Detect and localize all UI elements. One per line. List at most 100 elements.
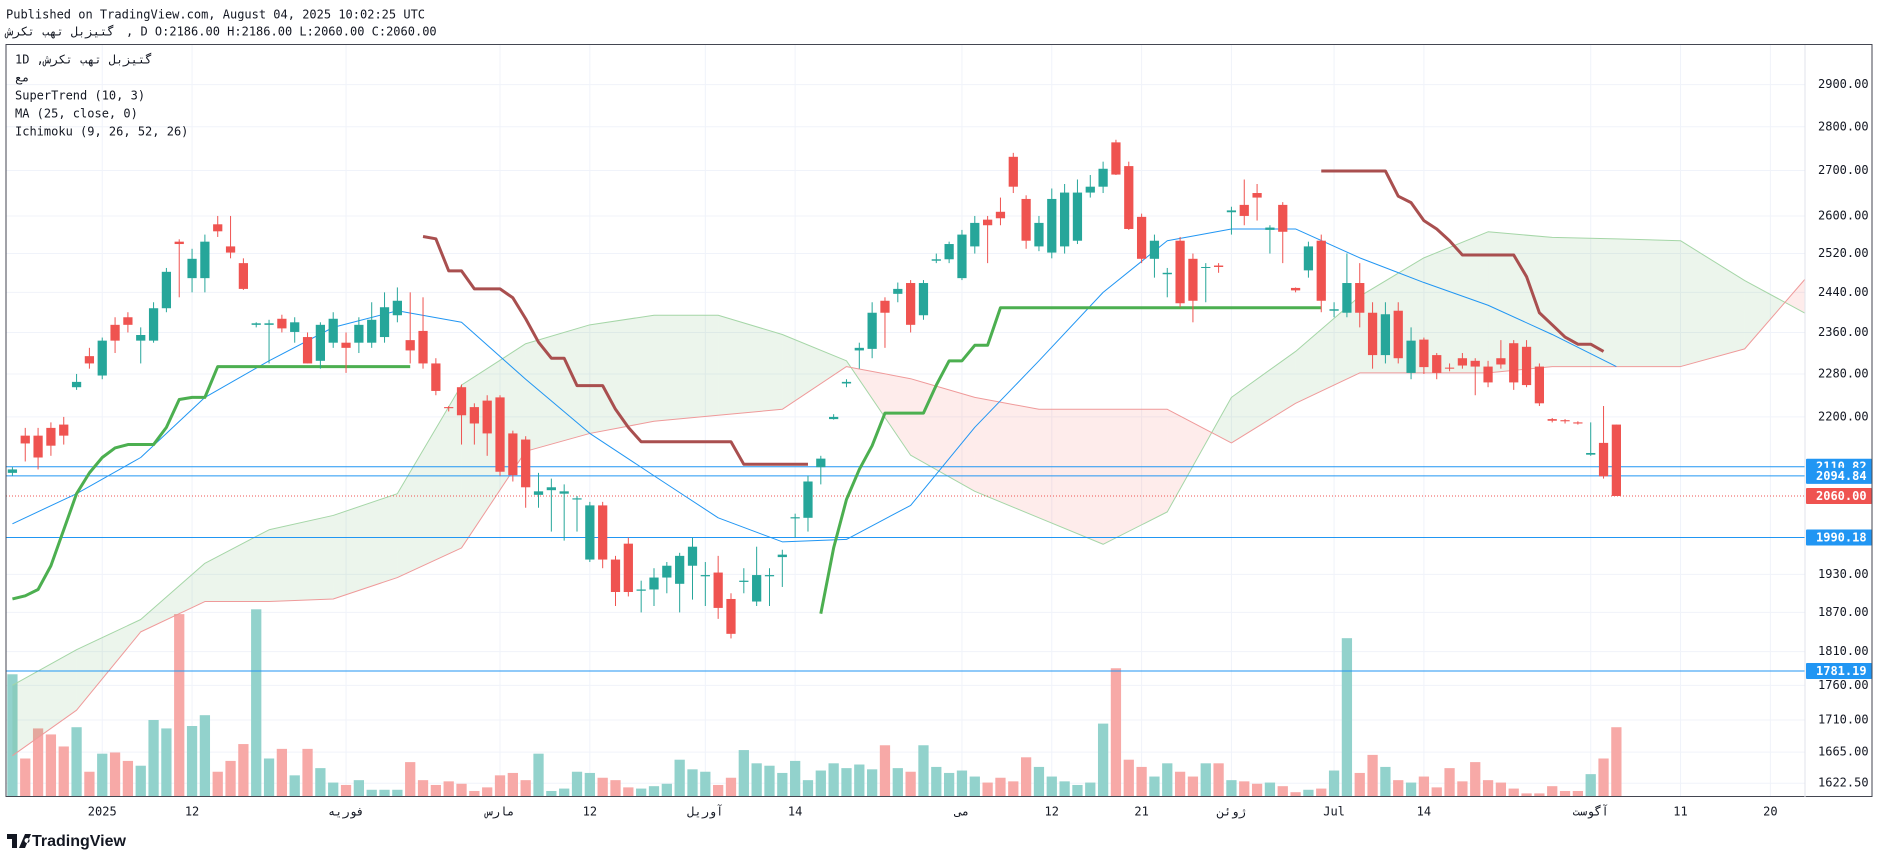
y-tick-label: 1760.00 (1818, 678, 1869, 692)
ma-line (12, 228, 1617, 543)
candle-body (1047, 198, 1057, 253)
candle-body (829, 416, 839, 420)
candle-body (918, 283, 929, 316)
volume-bar (392, 789, 403, 797)
volume-bar (597, 777, 608, 797)
volume-bar (1187, 776, 1199, 797)
x-tick-label: مارس (484, 805, 515, 820)
volume-bar (84, 771, 95, 797)
x-tick-label: 2025 (88, 805, 117, 819)
volume-bar (828, 763, 839, 797)
candle-body (1072, 192, 1083, 241)
candle-body (161, 271, 172, 309)
candle-body (7, 469, 18, 473)
volume-bar (1393, 780, 1404, 797)
y-tick-label: 1870.00 (1818, 605, 1869, 619)
frame (5, 44, 1873, 797)
volume-bar (315, 768, 326, 797)
cloud (1295, 296, 1360, 404)
y-tick-label: 2280.00 (1818, 366, 1869, 380)
cloud (1616, 238, 1681, 367)
footer-logo: TradingView (7, 833, 127, 850)
candle-body (995, 211, 1006, 219)
candle-body (687, 546, 698, 566)
candle-body (1226, 210, 1237, 213)
candle-body (1085, 186, 1095, 193)
candle-body (1239, 204, 1249, 216)
price-label: 2060.00 (1816, 489, 1867, 503)
x-tick-label: 21 (1134, 805, 1148, 819)
volume-bar (1020, 757, 1032, 797)
candle-body (174, 241, 184, 245)
x-tick-label: 20 (1763, 805, 1777, 819)
candle-body (726, 598, 736, 634)
candle-body (880, 300, 890, 313)
volume-bar (1508, 788, 1519, 797)
legend-sub: مع (15, 71, 29, 85)
candle-body (816, 458, 826, 468)
y-tick-label: 2900.00 (1818, 77, 1869, 91)
volume-bar (571, 771, 583, 797)
volume-bar (802, 780, 814, 797)
cloud (525, 324, 590, 452)
candle-body (405, 340, 415, 351)
candle-body (854, 347, 864, 351)
volume-bar (1085, 782, 1096, 797)
y-tick-label: 1622.50 (1818, 776, 1869, 790)
candle-body (867, 312, 877, 349)
volume-bar (1482, 780, 1494, 797)
candle-body (906, 283, 916, 325)
cloud (333, 493, 398, 599)
x-tick-label: آوریل (687, 804, 723, 820)
volume-bar (931, 766, 942, 797)
volume-bar (790, 760, 801, 797)
candle-body (1432, 355, 1442, 373)
candle-body (957, 234, 967, 279)
price-label: 1990.18 (1816, 530, 1867, 544)
candle-body (1521, 346, 1532, 386)
volume-bar (867, 769, 878, 797)
volume-bar (1559, 790, 1571, 797)
cloud (1488, 231, 1553, 373)
candle-body (983, 219, 993, 226)
cloud (718, 315, 783, 416)
candle-body (213, 224, 223, 232)
volume-bar (1547, 786, 1558, 797)
volume-bar (263, 758, 275, 797)
volume-bar (1097, 723, 1109, 797)
supertrend-down (422, 169, 1605, 466)
x-tick-label: 11 (1673, 805, 1687, 819)
candle-body (1509, 343, 1519, 383)
candle-body (508, 433, 518, 476)
candle-body (1265, 227, 1275, 230)
volume-bar (1341, 638, 1353, 797)
x-tick-label: ژوئن (1216, 805, 1246, 820)
volume-bar (71, 727, 82, 797)
candle-body (521, 439, 531, 488)
candle-body (110, 324, 120, 341)
candle-body (290, 322, 300, 332)
volume-bar (905, 771, 916, 797)
candle-body (841, 381, 852, 384)
candle-body (1213, 265, 1224, 267)
volume-bar (1380, 766, 1391, 797)
y-tick-label: 2360.00 (1818, 325, 1869, 339)
volume-bar (353, 780, 365, 797)
cloud (974, 397, 1039, 518)
candle-body (1290, 287, 1301, 291)
volume-bar (892, 768, 903, 797)
volume-bar (238, 744, 249, 797)
candle-body (610, 559, 621, 593)
cloud (1423, 231, 1489, 373)
candle-body (1124, 166, 1134, 229)
y-tick-label: 1810.00 (1818, 644, 1869, 658)
volume-bar (1136, 766, 1147, 797)
volume-bar (417, 780, 429, 797)
candle-body (675, 555, 685, 584)
y-tick-label: 1665.00 (1818, 745, 1869, 759)
candle-body (84, 356, 95, 364)
candle-body (803, 481, 813, 518)
candle-body (1111, 142, 1121, 175)
volume-bar (1611, 727, 1622, 797)
volume-bar (648, 786, 660, 797)
